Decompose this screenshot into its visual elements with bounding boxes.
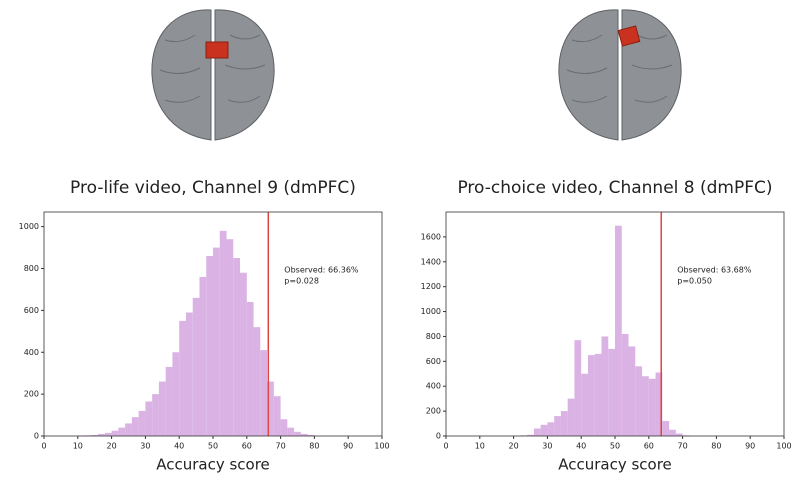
x-tick-label: 80 — [711, 442, 721, 451]
histogram-bar — [152, 394, 159, 436]
y-tick-label: 400 — [24, 348, 39, 357]
histogram-bar — [125, 423, 132, 436]
brain-right — [559, 10, 681, 140]
histogram-bar — [294, 432, 301, 436]
histogram-bar — [166, 367, 173, 436]
histogram-bar — [662, 421, 669, 436]
histogram-bar — [635, 366, 642, 436]
histogram-bar — [145, 401, 152, 436]
annotation: Observed: 66.36% — [284, 266, 359, 275]
x-tick-label: 50 — [208, 442, 218, 451]
histogram-bar — [547, 422, 554, 436]
x-tick-label: 0 — [41, 442, 46, 451]
histogram-bar — [233, 258, 240, 436]
x-tick-label: 20 — [107, 442, 117, 451]
y-tick-label: 0 — [34, 432, 39, 441]
y-tick-label: 1200 — [421, 282, 441, 291]
annotation: Observed: 63.68% — [677, 266, 752, 275]
annotation: p=0.050 — [677, 277, 712, 286]
histogram-bar — [227, 239, 234, 436]
histogram-bar — [561, 411, 568, 436]
x-tick-label: 80 — [309, 442, 319, 451]
histogram-bar — [220, 231, 227, 436]
figure: Pro-life video, Channel 9 (dmPFC) Accurac… — [0, 0, 799, 477]
y-tick-label: 200 — [426, 407, 441, 416]
histogram-bar — [118, 428, 125, 436]
y-tick-label: 200 — [24, 390, 39, 399]
x-tick-label: 60 — [242, 442, 252, 451]
x-tick-label: 90 — [745, 442, 755, 451]
y-tick-label: 400 — [426, 382, 441, 391]
histogram-bar — [622, 334, 629, 436]
x-tick-label: 70 — [678, 442, 688, 451]
y-tick-label: 600 — [24, 306, 39, 315]
histogram-bar — [199, 277, 206, 436]
histogram-bar — [240, 273, 247, 436]
histogram-bar — [595, 354, 602, 436]
histogram-bar — [112, 431, 119, 436]
histogram-bar — [649, 379, 656, 436]
x-tick-label: 40 — [576, 442, 586, 451]
y-tick-label: 1400 — [421, 257, 441, 266]
x-tick-label: 10 — [73, 442, 83, 451]
page: Pro-life video, Channel 9 (dmPFC) Accurac… — [0, 0, 799, 477]
x-axis-label: Accuracy score — [156, 456, 270, 474]
histogram-bar — [139, 411, 146, 436]
x-tick-label: 90 — [343, 442, 353, 451]
y-tick-label: 1600 — [421, 232, 441, 241]
annotation: p=0.028 — [284, 277, 319, 286]
histogram-bar — [615, 226, 622, 436]
histogram-bar — [541, 425, 548, 436]
histogram-bar — [274, 396, 281, 436]
brain-left — [152, 10, 274, 140]
chart-title: Pro-life video, Channel 9 (dmPFC) — [70, 178, 356, 198]
histogram-bar — [254, 327, 261, 436]
histogram-bar — [247, 302, 254, 436]
histogram-bar — [193, 298, 200, 436]
y-tick-label: 1000 — [421, 307, 441, 316]
histogram-bar — [669, 430, 676, 436]
x-tick-label: 100 — [374, 442, 389, 451]
histogram-bar — [581, 374, 588, 436]
x-tick-label: 70 — [276, 442, 286, 451]
histogram-bar — [179, 321, 186, 436]
x-tick-label: 30 — [140, 442, 150, 451]
histogram-bar — [629, 346, 636, 436]
histogram-bar — [159, 382, 166, 436]
x-tick-label: 60 — [644, 442, 654, 451]
histogram-bar — [601, 336, 608, 436]
histogram-bar — [574, 340, 581, 436]
y-tick-label: 600 — [426, 357, 441, 366]
histogram-bar — [608, 349, 615, 436]
x-tick-label: 20 — [509, 442, 519, 451]
y-tick-label: 1000 — [19, 222, 39, 231]
histogram-bar — [588, 355, 595, 436]
histogram-bar — [260, 350, 267, 436]
histogram-bar — [172, 352, 179, 436]
x-tick-label: 10 — [475, 442, 485, 451]
x-tick-label: 100 — [776, 442, 791, 451]
histogram-bar — [105, 433, 112, 436]
histogram-bar — [281, 419, 288, 436]
y-tick-label: 0 — [436, 432, 441, 441]
chart-title: Pro-choice video, Channel 8 (dmPFC) — [457, 178, 772, 198]
histogram-bar — [287, 428, 294, 436]
y-tick-label: 800 — [426, 332, 441, 341]
histogram-bar — [568, 399, 575, 436]
x-tick-label: 40 — [174, 442, 184, 451]
histogram-bar — [186, 312, 193, 436]
y-tick-label: 800 — [24, 264, 39, 273]
histogram-bar — [534, 429, 541, 436]
x-axis-label: Accuracy score — [558, 456, 672, 474]
x-tick-label: 30 — [542, 442, 552, 451]
histogram-bar — [642, 376, 649, 436]
histogram-bar — [554, 416, 561, 436]
histogram-bar — [132, 417, 139, 436]
x-tick-label: 50 — [610, 442, 620, 451]
x-tick-label: 0 — [443, 442, 448, 451]
histogram-bar — [213, 248, 220, 436]
histogram-bar — [206, 256, 213, 436]
